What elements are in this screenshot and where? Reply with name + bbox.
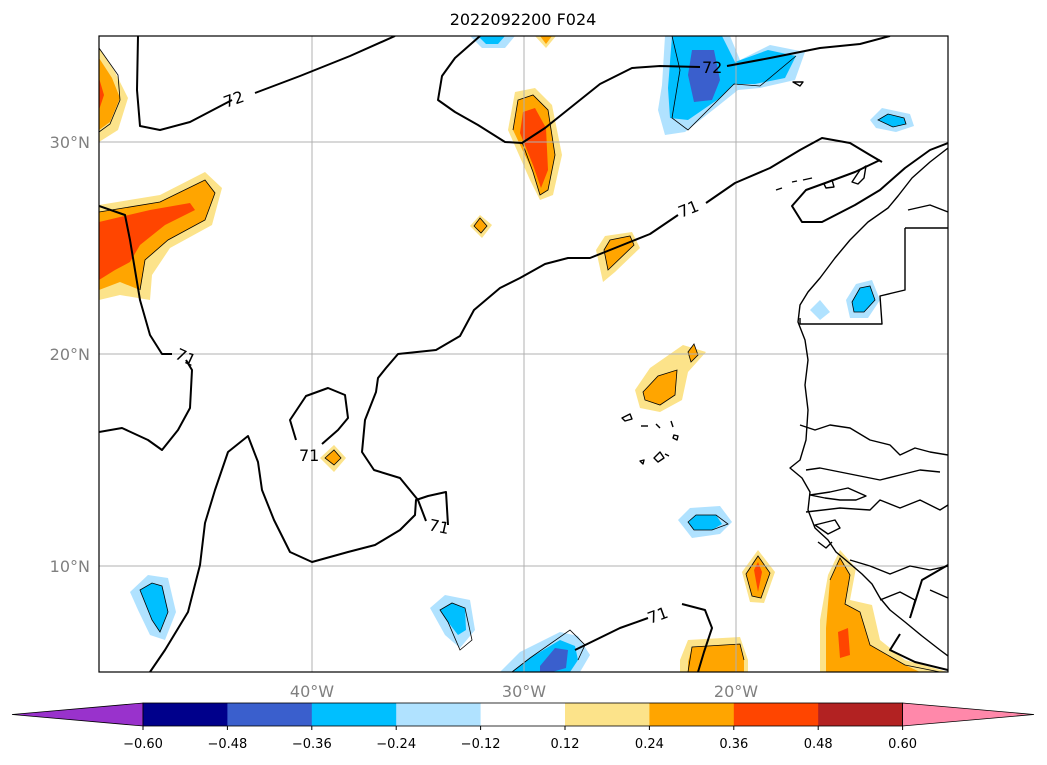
colorbar-tick-label: −0.12 — [461, 737, 501, 752]
colorbar-tick-label: 0.12 — [551, 737, 580, 752]
anomaly-outlines — [99, 36, 941, 672]
anomaly-shade — [540, 648, 568, 672]
lat-label: 20°N — [50, 345, 90, 364]
anomaly-shade — [810, 300, 830, 320]
map-area: 72 72 71 71 71 71 71 — [99, 36, 948, 672]
contour-label: 71 — [427, 515, 451, 538]
map-frame — [98, 35, 949, 673]
anomaly-shade — [440, 603, 466, 635]
colorbar-segment — [311, 703, 397, 726]
colorbar-tick-label: −0.36 — [292, 737, 332, 752]
coastlines — [621, 81, 948, 657]
contour-label: 71 — [645, 603, 671, 628]
colorbar-segment — [227, 703, 313, 726]
gridlines — [99, 36, 948, 672]
negative-anomalies — [130, 36, 914, 672]
colorbar-tick-label: 0.60 — [888, 737, 917, 752]
colorbar-tick-label: −0.60 — [123, 737, 163, 752]
lon-label: 40°W — [290, 682, 334, 701]
contour-label: 72 — [702, 58, 722, 77]
anomaly-shade — [99, 203, 195, 280]
colorbar-segment — [818, 703, 904, 726]
colorbar-segment — [649, 703, 735, 726]
colorbar-frame — [142, 702, 903, 727]
colorbar-tick-label: −0.48 — [207, 737, 247, 752]
anomaly-shade — [478, 36, 505, 44]
anomaly-shade — [754, 562, 762, 592]
colorbar-segment — [480, 703, 566, 726]
colorbar-extend-low — [11, 702, 144, 727]
colorbar-tick-label: −0.24 — [376, 737, 416, 752]
colorbar-segment — [733, 703, 819, 726]
lat-label: 30°N — [50, 133, 90, 152]
anomaly-shade — [540, 36, 552, 44]
anomaly-shade — [688, 515, 722, 530]
anomaly-shade — [99, 58, 120, 130]
map-title: 2022092200 F024 — [450, 10, 597, 29]
anomaly-shade — [520, 108, 548, 188]
anomaly-shade — [140, 583, 168, 632]
colorbar-tick-label: 0.24 — [635, 737, 664, 752]
lon-label: 30°W — [502, 682, 546, 701]
lon-label: 20°W — [714, 682, 758, 701]
anomaly-shade — [878, 114, 906, 127]
contour-label: 71 — [299, 446, 319, 465]
anomaly-shade — [643, 370, 677, 405]
colorbar-tick-label: 0.48 — [804, 737, 833, 752]
contour-label: 71 — [172, 344, 198, 370]
colorbar-segment — [565, 703, 650, 726]
anomaly-shade — [688, 50, 720, 102]
lat-label: 10°N — [50, 557, 90, 576]
anomaly-shade — [99, 78, 104, 110]
anomaly-shade — [604, 236, 634, 270]
colorbar-extend-high — [902, 702, 1035, 727]
colorbar-tick-label: 0.36 — [719, 737, 748, 752]
anomaly-shade — [826, 558, 920, 672]
colorbar-segment — [396, 703, 482, 726]
anomaly-shade — [838, 628, 850, 658]
colorbar-segment — [143, 703, 228, 726]
colorbar: −0.60 −0.48 −0.36 −0.24 −0.12 0.12 0.24 0.36 0.4… — [11, 702, 1035, 752]
anomaly-shade — [688, 644, 744, 672]
contour-label: 72 — [221, 87, 247, 112]
contour-label: 71 — [675, 196, 701, 221]
